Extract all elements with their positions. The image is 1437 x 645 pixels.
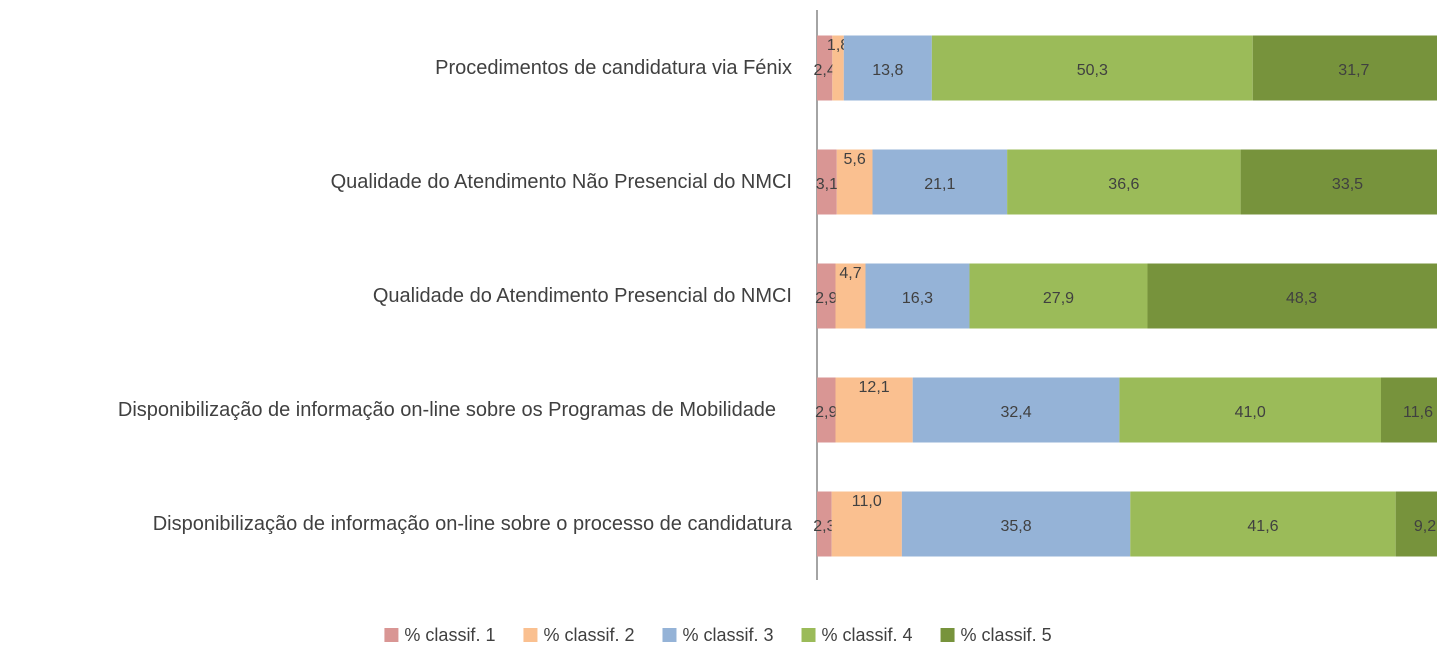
value-label: 36,6 (1108, 176, 1139, 193)
value-label: 31,7 (1338, 62, 1369, 79)
value-label: 41,6 (1247, 518, 1278, 535)
value-label: 3,1 (816, 176, 838, 193)
value-label: 33,5 (1332, 176, 1363, 193)
value-label: 2,9 (815, 290, 837, 307)
legend-label: % classif. 1 (404, 625, 495, 645)
value-label: 2,3 (813, 518, 835, 535)
value-label: 11,0 (852, 493, 882, 510)
value-label: 21,1 (924, 176, 955, 193)
bar-segment (1007, 149, 1241, 215)
value-label: 16,3 (902, 290, 933, 307)
value-label: 11,6 (1403, 404, 1433, 421)
bar-segment (1252, 35, 1437, 101)
value-label: 9,2 (1414, 518, 1436, 535)
bar-segment (901, 491, 1131, 557)
legend-label: % classif. 4 (822, 625, 913, 645)
bar-segment (1395, 491, 1437, 557)
value-label: 2,4 (814, 62, 836, 79)
bar-segment (817, 491, 832, 557)
value-label: 48,3 (1286, 290, 1317, 307)
bar-segment (1119, 377, 1381, 443)
legend-label: % classif. 2 (543, 625, 634, 645)
value-label: 13,8 (872, 62, 903, 79)
value-label: 50,3 (1077, 62, 1108, 79)
bar-segment (835, 263, 866, 329)
legend-swatch (940, 628, 955, 642)
category-label: Qualidade do Atendimento Presencial do N… (372, 285, 792, 307)
legend-label: % classif. 5 (961, 625, 1052, 645)
legend-label: % classif. 3 (682, 625, 773, 645)
value-label: 2,9 (815, 404, 837, 421)
bar-segment (817, 149, 837, 215)
value-label: 1,8 (827, 37, 849, 54)
value-label: 35,8 (1000, 518, 1031, 535)
bar-segment (931, 35, 1253, 101)
bar-segment (831, 491, 902, 557)
category-label: Qualidade do Atendimento Não Presencial … (330, 171, 792, 193)
bar-segment (843, 35, 932, 101)
bar-segment (912, 377, 1120, 443)
bar-segment (817, 263, 836, 329)
bar-segment (832, 35, 844, 101)
category-label: Disponibilização de informação on-line s… (152, 513, 792, 535)
bar-segment (1380, 377, 1437, 443)
value-label: 5,6 (844, 151, 866, 168)
legend-swatch (523, 628, 538, 642)
bar-segment (835, 377, 913, 443)
value-label: 27,9 (1043, 290, 1074, 307)
bar-segment (865, 263, 970, 329)
value-label: 32,4 (1000, 404, 1031, 421)
category-label: Procedimentos de candidatura via Fénix (435, 57, 792, 79)
value-label: 12,1 (859, 379, 890, 396)
value-label: 4,7 (839, 265, 861, 282)
bar-segment (817, 35, 833, 101)
category-label: Disponibilização de informação on-line s… (117, 399, 777, 421)
bar-segment (1147, 263, 1437, 329)
legend-swatch (384, 628, 399, 642)
bar-segment (969, 263, 1148, 329)
bar-segment (836, 149, 873, 215)
legend-swatch (801, 628, 816, 642)
legend-swatch (662, 628, 677, 642)
bar-segment (817, 377, 836, 443)
bar-segment (1130, 491, 1396, 557)
bar-segment (1240, 149, 1437, 215)
value-label: 41,0 (1235, 404, 1266, 421)
bar-segment (872, 149, 1008, 215)
